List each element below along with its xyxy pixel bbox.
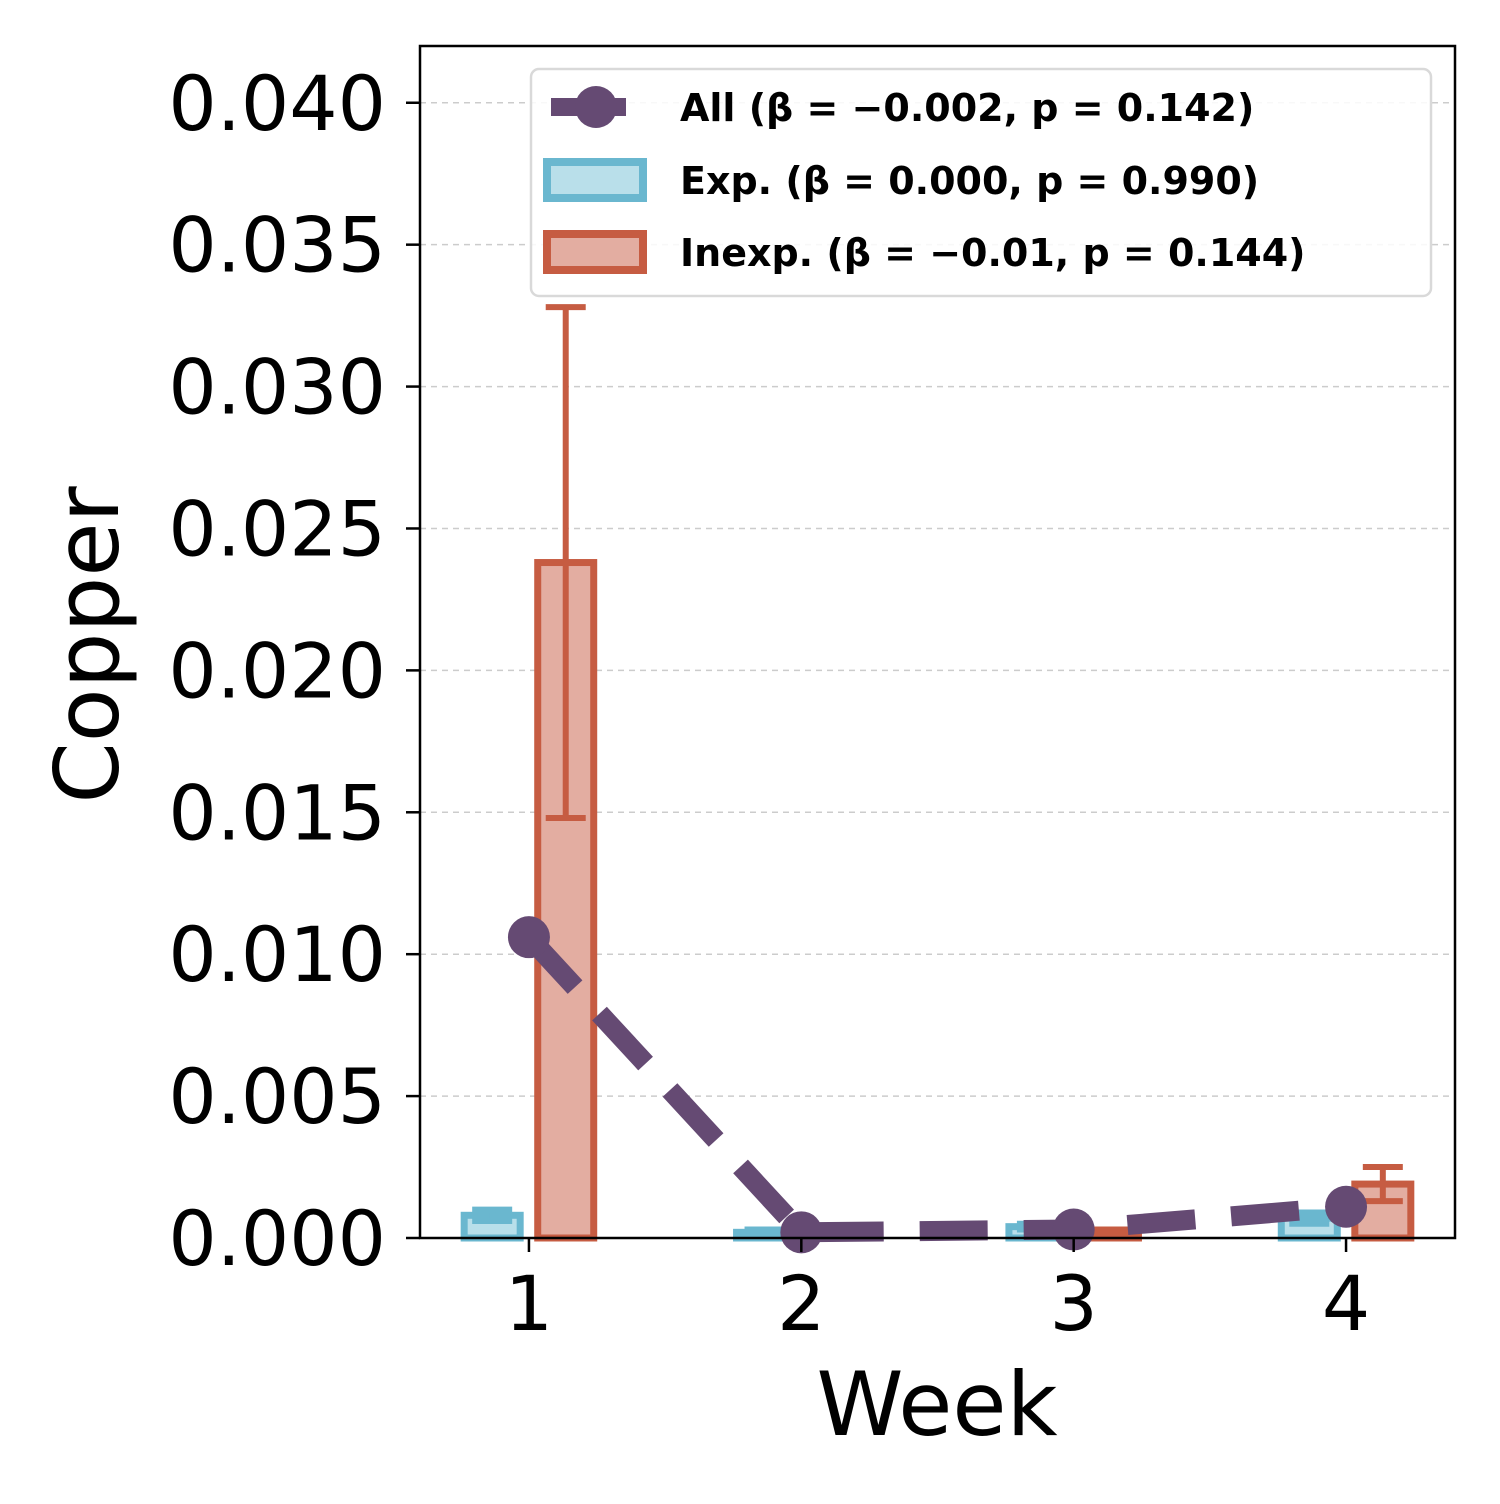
x-tick-label: 3 bbox=[1050, 1259, 1098, 1348]
x-tick-label: 1 bbox=[505, 1259, 553, 1348]
legend-label-all: All (β = −0.002, p = 0.142) bbox=[680, 86, 1254, 130]
ticks-layer: 0.000 0.005 0.010 0.015 0.020 0.025 0.030 0.035… bbox=[168, 59, 1370, 1348]
marker-all-week-2 bbox=[780, 1211, 823, 1254]
x-tick-label: 2 bbox=[777, 1259, 825, 1348]
plot-area-frame bbox=[418, 44, 1457, 1240]
y-tick-label: 0.040 bbox=[168, 59, 386, 148]
legend-label-inexp: Inexp. (β = −0.01, p = 0.144) bbox=[680, 231, 1306, 275]
bars-layer bbox=[460, 304, 1415, 1242]
legend-swatch-inexp bbox=[543, 230, 647, 274]
legend-entry-inexp: Inexp. (β = −0.01, p = 0.144) bbox=[543, 230, 1306, 275]
y-tick-label: 0.005 bbox=[168, 1052, 386, 1141]
legend-swatch-all-marker bbox=[575, 86, 617, 128]
line-layer bbox=[507, 916, 1368, 1254]
marker-all-week-3 bbox=[1052, 1208, 1095, 1251]
line-all-series bbox=[521, 930, 1347, 1243]
y-axis-title: Copper bbox=[36, 486, 139, 804]
y-tick-label: 0.030 bbox=[168, 343, 386, 432]
y-tick-label: 0.035 bbox=[168, 201, 386, 290]
y-tick-label: 0.020 bbox=[168, 626, 386, 715]
legend-swatch-exp bbox=[543, 158, 647, 202]
y-tick-label: 0.010 bbox=[168, 910, 386, 999]
x-tick-label: 4 bbox=[1322, 1259, 1370, 1348]
y-tick-label: 0.025 bbox=[168, 484, 386, 573]
legend: All (β = −0.002, p = 0.142) Exp. (β = 0.… bbox=[529, 67, 1433, 298]
marker-all-week-1 bbox=[507, 916, 550, 959]
y-tick-label: 0.015 bbox=[168, 768, 386, 857]
x-axis-title: Week bbox=[816, 1353, 1057, 1456]
legend-label-exp: Exp. (β = 0.000, p = 0.990) bbox=[680, 159, 1259, 203]
legend-box bbox=[529, 67, 1433, 298]
legend-entry-exp: Exp. (β = 0.000, p = 0.990) bbox=[543, 158, 1259, 203]
legend-entry-all: All (β = −0.002, p = 0.142) bbox=[551, 86, 1254, 130]
marker-all-week-4 bbox=[1325, 1185, 1368, 1228]
y-tick-label: 0.000 bbox=[168, 1194, 386, 1283]
